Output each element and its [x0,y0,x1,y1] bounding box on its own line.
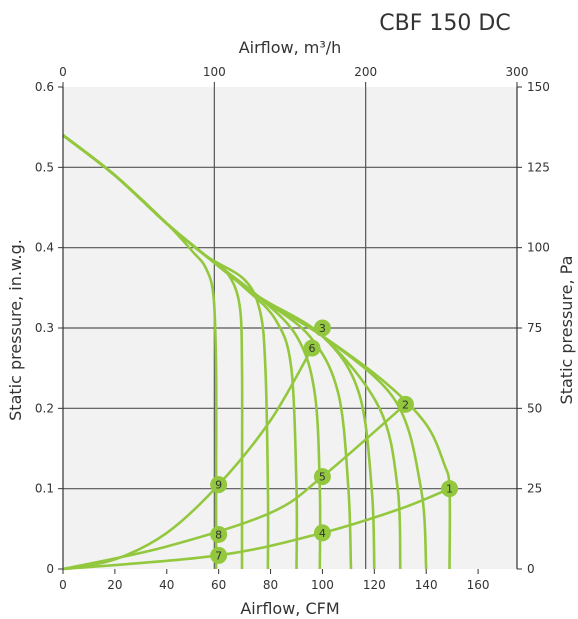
point-marker-3: 3 [313,319,331,337]
point-marker-label: 3 [319,322,326,335]
point-marker-circle [313,468,331,486]
point-marker-label: 2 [402,398,409,411]
point-marker-circle [210,525,228,543]
point-marker-6: 6 [303,339,321,357]
point-marker-label: 9 [215,479,222,492]
x-tick-label: 120 [363,578,386,592]
point-marker-circle [303,339,321,357]
y-tick-label: 0.1 [35,482,54,496]
operating-points: 1 2 3 4 5 6 7 8 9 [210,319,459,564]
y2-tick-label: 50 [527,401,542,415]
x-tick-label: 20 [107,578,122,592]
y-tick-label: 0.6 [35,80,54,94]
x-tick-label: 160 [467,578,490,592]
point-marker-label: 5 [319,471,326,484]
point-marker-label: 6 [309,342,316,355]
x-tick-label: 100 [311,578,334,592]
point-marker-circle [210,476,228,494]
point-marker-label: 8 [215,528,222,541]
point-marker-4: 4 [313,524,331,542]
x-tick-label: 40 [159,578,174,592]
point-marker-8: 8 [210,525,228,543]
point-marker-circle [210,546,228,564]
point-marker-7: 7 [210,546,228,564]
x2-tick-label: 300 [506,65,529,79]
chart-title: CBF 150 DC [379,11,510,36]
y-tick-label: 0.2 [35,401,54,415]
y2-tick-label: 75 [527,321,542,335]
y-tick-label: 0 [46,562,54,576]
y2-axis-title: Static pressure, Pa [557,256,576,405]
y2-tick-label: 0 [527,562,535,576]
point-marker-label: 1 [446,483,453,496]
performance-curves [62,134,452,571]
point-marker-9: 9 [210,476,228,494]
y-tick-label: 0.4 [35,241,54,255]
y2-tick-label: 100 [527,241,550,255]
x2-axis-title: Airflow, m³/h [239,38,342,57]
x-tick-label: 140 [415,578,438,592]
x2-tick-label: 200 [354,65,377,79]
x2-tick-label: 0 [59,65,67,79]
y2-tick-label: 25 [527,482,542,496]
x-tick-label: 60 [211,578,226,592]
point-marker-5: 5 [313,468,331,486]
x-tick-label: 0 [59,578,67,592]
point-marker-circle [313,319,331,337]
y-tick-label: 0.5 [35,160,54,174]
x-tick-label: 80 [263,578,278,592]
x2-tick-label: 100 [203,65,226,79]
grid-lines [63,87,517,569]
point-marker-circle [313,524,331,542]
y2-tick-label: 150 [527,80,550,94]
y-axis-title: Static pressure, in.w.g. [6,239,25,421]
y-tick-label: 0.3 [35,321,54,335]
x-axis-title: Airflow, CFM [240,599,339,618]
point-marker-2: 2 [396,395,414,413]
point-marker-1: 1 [441,480,459,498]
y2-tick-label: 125 [527,160,550,174]
system-curve [62,403,407,571]
point-marker-circle [396,395,414,413]
point-marker-label: 7 [215,549,222,562]
system-curve [62,487,450,571]
point-marker-label: 4 [319,527,326,540]
point-marker-circle [441,480,459,498]
